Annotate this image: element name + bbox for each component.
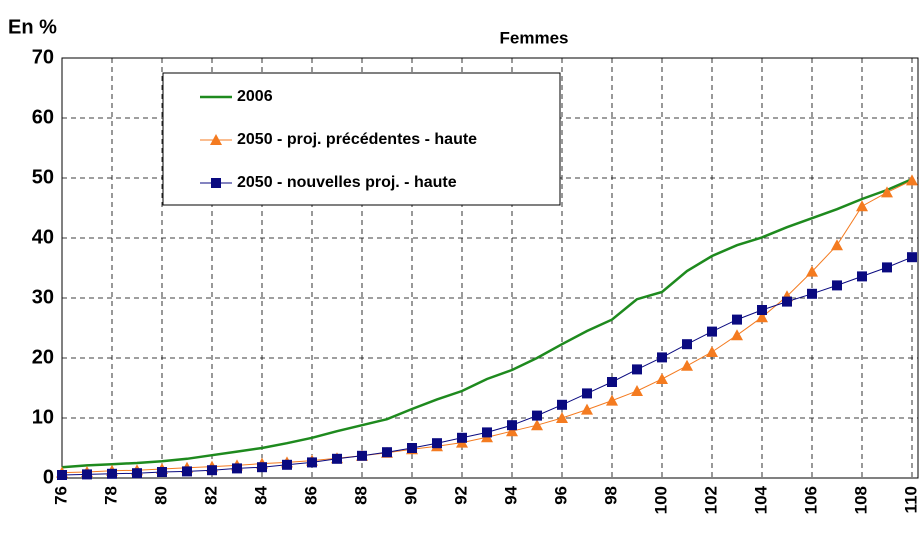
point [532, 410, 542, 421]
y-tick-label: 30 [32, 286, 54, 308]
x-tick-label: 96 [551, 486, 570, 505]
point [531, 419, 543, 431]
x-tick-label: 86 [301, 486, 320, 505]
point [182, 466, 192, 477]
x-tick-label: 106 [801, 486, 820, 514]
x-tick-label: 92 [451, 486, 470, 505]
point [282, 459, 292, 470]
point [882, 262, 892, 273]
point [732, 314, 742, 325]
x-tick-label: 90 [401, 486, 420, 505]
point [582, 388, 592, 399]
y-tick-label: 60 [32, 106, 54, 128]
x-tick-label: 76 [51, 486, 70, 505]
x-tick-label: 110 [901, 486, 920, 513]
point [857, 271, 867, 282]
point [631, 385, 643, 396]
point [907, 252, 917, 263]
point [906, 174, 918, 186]
point [607, 377, 617, 387]
x-tick-label: 94 [501, 485, 520, 504]
point [707, 326, 717, 337]
point [257, 462, 267, 473]
point [881, 186, 893, 198]
point [232, 463, 242, 474]
point [806, 265, 818, 277]
x-tick-label: 84 [251, 485, 270, 504]
x-tick-label: 98 [601, 486, 620, 505]
x-tick-label: 100 [651, 486, 670, 514]
y-tick-label: 50 [32, 166, 54, 188]
legend-label: 2050 - nouvelles proj. - haute [237, 174, 457, 191]
point [207, 465, 217, 476]
y-tick-label: 0 [43, 466, 54, 488]
point [107, 468, 117, 479]
point [756, 311, 768, 323]
point [132, 468, 142, 479]
x-tick-label: 104 [751, 485, 770, 514]
point [831, 239, 843, 251]
point [681, 359, 693, 371]
point [832, 280, 842, 291]
series-line [61, 256, 913, 476]
point [82, 469, 92, 480]
point [731, 329, 743, 341]
point [757, 305, 767, 315]
point [382, 447, 392, 458]
point [307, 457, 317, 468]
point [457, 432, 467, 443]
point [807, 288, 817, 299]
point [507, 420, 517, 431]
legend-label: 2050 - proj. précédentes - haute [237, 131, 477, 148]
y-axis-label: En % [8, 16, 57, 38]
point [581, 403, 593, 415]
point [657, 352, 667, 363]
x-tick-label: 102 [701, 486, 720, 514]
point [606, 394, 618, 406]
chart-title: Femmes [500, 28, 569, 47]
legend-marker [210, 134, 222, 145]
x-tick-label: 88 [351, 486, 370, 505]
y-tick-label: 20 [32, 346, 54, 368]
point [656, 373, 668, 384]
point [432, 438, 442, 449]
x-tick-label: 80 [151, 486, 170, 505]
point [407, 443, 417, 453]
point [682, 339, 692, 350]
y-tick-label: 70 [32, 46, 54, 68]
y-tick-label: 10 [32, 406, 54, 428]
x-tick-label: 78 [101, 486, 120, 505]
point [856, 200, 868, 212]
point [157, 467, 167, 477]
point [557, 399, 567, 410]
point [556, 412, 568, 423]
point [357, 450, 367, 461]
x-tick-label: 82 [201, 486, 220, 505]
x-tick-label: 108 [851, 486, 870, 514]
legend-label: 2006 [237, 88, 273, 105]
point [506, 425, 518, 437]
point [706, 346, 718, 357]
point [332, 453, 342, 464]
y-tick-label: 40 [32, 226, 54, 248]
point [782, 296, 792, 307]
series-line [61, 178, 913, 469]
point [482, 427, 492, 438]
point [57, 470, 67, 480]
point [632, 364, 642, 375]
legend-marker [211, 178, 221, 188]
